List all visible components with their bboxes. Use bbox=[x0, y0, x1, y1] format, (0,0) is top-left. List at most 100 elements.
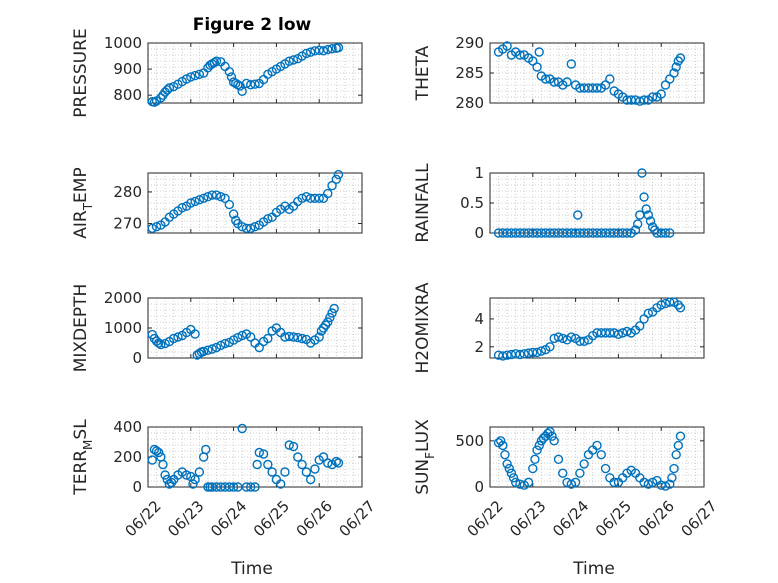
x-tick-label: 06/23 bbox=[506, 497, 549, 540]
data-point bbox=[314, 332, 324, 342]
plot-area bbox=[490, 427, 704, 487]
data-point bbox=[502, 41, 512, 51]
y-tick-label: 800 bbox=[113, 86, 142, 104]
data-point bbox=[573, 210, 583, 220]
data-point bbox=[323, 44, 333, 55]
subplot-terr_msl: 0 200 400 06/22 06/23 06/24 06/25 06/26 06/27 TER… bbox=[71, 418, 379, 540]
data-point bbox=[519, 349, 529, 359]
y-axis-label: PRESSURE bbox=[71, 28, 91, 117]
x-tick-label: 06/27 bbox=[335, 497, 378, 540]
data-point bbox=[275, 479, 286, 489]
data-point bbox=[263, 333, 273, 344]
data-point bbox=[570, 477, 581, 488]
data-point bbox=[645, 216, 656, 226]
data-point bbox=[305, 47, 316, 57]
data-point bbox=[665, 74, 675, 84]
data-point bbox=[553, 332, 564, 342]
y-tick-label: 2 bbox=[474, 338, 484, 356]
data-point bbox=[671, 449, 681, 460]
data-point bbox=[579, 459, 589, 469]
data-point bbox=[301, 48, 312, 59]
y-tick-label: 1000 bbox=[104, 34, 142, 52]
y-tick-label: 900 bbox=[113, 60, 142, 78]
data-point bbox=[207, 190, 217, 200]
data-point bbox=[301, 467, 312, 477]
data-point bbox=[228, 209, 239, 219]
data-point bbox=[502, 350, 512, 360]
data-point bbox=[254, 447, 264, 458]
subplot-sun_flux: 0 500 06/22 06/23 06/24 06/25 06/26 06/27 SUNFLU… bbox=[413, 419, 721, 540]
data-point bbox=[323, 317, 333, 327]
data-point bbox=[254, 342, 264, 353]
data-point bbox=[532, 445, 542, 455]
x-tick-label: 06/27 bbox=[677, 497, 720, 540]
axes-frame bbox=[489, 426, 705, 488]
series-mixdepth bbox=[147, 303, 339, 360]
x-axis-label-left: Time bbox=[230, 559, 273, 579]
data-point bbox=[643, 308, 654, 319]
data-point bbox=[188, 479, 198, 489]
data-point bbox=[331, 174, 342, 185]
data-point bbox=[600, 463, 611, 474]
y-tick-label: 400 bbox=[113, 418, 142, 436]
data-point bbox=[635, 321, 645, 331]
data-point bbox=[592, 440, 602, 451]
data-point bbox=[331, 456, 342, 467]
y-tick-label: 2000 bbox=[104, 289, 142, 307]
data-point bbox=[203, 191, 213, 202]
data-point bbox=[267, 467, 277, 477]
subplot-rainfall: 0 0.5 1 RAINFALL bbox=[413, 163, 705, 243]
x-axis-label-right: Time bbox=[572, 559, 615, 579]
data-point bbox=[534, 47, 544, 57]
data-point bbox=[288, 441, 299, 452]
grid-vertical bbox=[147, 298, 363, 358]
data-point bbox=[660, 80, 671, 90]
data-point bbox=[194, 467, 205, 477]
data-point bbox=[632, 219, 643, 229]
data-point bbox=[558, 333, 568, 344]
data-point bbox=[510, 477, 521, 488]
data-point bbox=[592, 83, 602, 93]
data-point bbox=[498, 351, 508, 361]
data-point bbox=[284, 56, 294, 66]
data-point bbox=[147, 455, 157, 465]
data-point bbox=[220, 338, 230, 349]
data-point bbox=[579, 336, 589, 346]
data-point bbox=[237, 221, 247, 232]
data-point bbox=[566, 479, 577, 489]
plot-area bbox=[490, 298, 704, 358]
y-tick-label: 0.5 bbox=[460, 194, 484, 212]
data-point bbox=[194, 69, 205, 80]
data-point bbox=[558, 468, 568, 478]
axes-frame bbox=[147, 172, 363, 234]
data-point bbox=[671, 62, 681, 72]
data-point bbox=[504, 463, 514, 474]
data-point bbox=[622, 326, 632, 337]
data-point bbox=[318, 46, 329, 56]
data-point bbox=[673, 300, 684, 310]
data-point bbox=[198, 193, 209, 203]
x-tick-label: 06/23 bbox=[164, 497, 207, 540]
data-point bbox=[151, 446, 162, 456]
x-tick-label: 06/22 bbox=[463, 497, 506, 540]
x-tick-label: 06/24 bbox=[207, 497, 250, 540]
data-point bbox=[263, 459, 273, 470]
data-point bbox=[502, 459, 512, 469]
y-axis-label: TERRMSL bbox=[71, 419, 95, 496]
data-point bbox=[609, 477, 619, 488]
data-point bbox=[190, 329, 200, 339]
data-point bbox=[297, 333, 307, 344]
data-point bbox=[532, 347, 542, 358]
data-point bbox=[284, 331, 294, 342]
data-point bbox=[168, 333, 179, 344]
series-pressure bbox=[147, 42, 344, 107]
data-point bbox=[186, 72, 196, 82]
data-point bbox=[647, 92, 658, 102]
data-point bbox=[314, 193, 324, 203]
data-point bbox=[622, 228, 632, 238]
y-axis-label: MIXDEPTH bbox=[71, 284, 91, 373]
data-point bbox=[327, 308, 337, 318]
data-point bbox=[626, 95, 636, 105]
subplot-air_temp: 270 280 AIRTEMP bbox=[71, 167, 363, 239]
x-tick-label: 06/25 bbox=[250, 497, 293, 540]
